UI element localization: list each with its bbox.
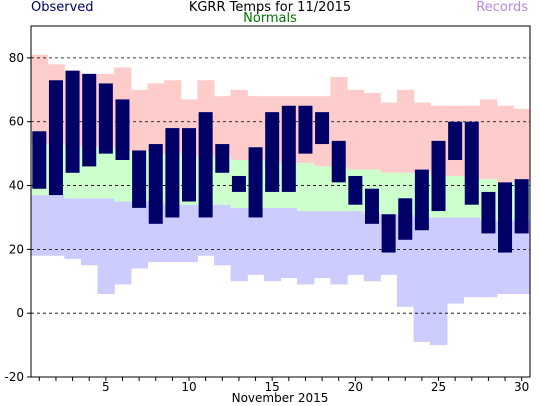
record-low-band — [31, 195, 49, 256]
observed-bar — [165, 128, 180, 218]
observed-bar — [115, 99, 130, 161]
x-tick-label: 5 — [102, 380, 110, 394]
record-high-band — [480, 99, 498, 180]
observed-bar — [48, 80, 63, 196]
record-low-band — [463, 217, 481, 298]
y-tick-label: -20 — [4, 370, 24, 384]
record-low-band — [197, 204, 215, 256]
observed-bar — [148, 144, 163, 224]
record-high-band — [347, 89, 365, 170]
normal-range-band — [446, 175, 465, 218]
y-tick-label: 0 — [16, 306, 24, 320]
record-high-band — [130, 89, 149, 151]
observed-bar — [265, 112, 280, 192]
record-high-band — [396, 89, 415, 173]
observed-bar — [98, 83, 113, 154]
x-axis-label: November 2015 — [232, 391, 329, 405]
legend-observed: Observed — [31, 0, 94, 15]
record-high-band — [230, 89, 248, 161]
observed-bar — [281, 105, 296, 192]
normal-range-band — [114, 150, 132, 202]
observed-bar — [464, 121, 479, 205]
observed-bar — [481, 191, 496, 234]
record-low-band — [180, 204, 198, 263]
y-tick-label: 40 — [9, 179, 24, 193]
x-tick-label: 15 — [265, 380, 280, 394]
observed-bar — [215, 144, 230, 173]
record-low-band — [230, 207, 248, 282]
observed-bar — [315, 112, 330, 145]
y-tick-label: 80 — [9, 51, 24, 65]
observed-bars-layer — [32, 70, 529, 253]
chart-title: KGRR Temps for 11/2015 — [188, 0, 352, 15]
observed-bar — [348, 175, 363, 205]
record-low-band — [446, 217, 465, 304]
observed-bar — [414, 169, 429, 231]
record-low-band — [513, 220, 531, 295]
record-low-band — [413, 217, 431, 342]
normal-range-band — [380, 172, 398, 215]
record-low-band — [280, 207, 298, 279]
observed-bar — [298, 105, 313, 154]
observed-bar — [331, 140, 346, 183]
record-low-band — [114, 201, 132, 285]
observed-bar — [448, 121, 463, 161]
x-tick-label: 10 — [181, 380, 196, 394]
record-high-band — [247, 96, 265, 161]
record-high-band — [496, 105, 514, 183]
legend-normals: Normals — [243, 11, 297, 26]
y-tick-label: 20 — [9, 242, 24, 256]
record-high-band — [147, 83, 165, 154]
record-low-band — [297, 211, 315, 285]
record-low-band — [164, 204, 182, 263]
y-tick-label: 60 — [9, 115, 24, 129]
plot-frame — [30, 25, 531, 378]
observed-bar — [32, 131, 47, 189]
observed-bar — [498, 182, 513, 253]
record-high-band — [363, 93, 381, 170]
observed-bar — [381, 214, 396, 253]
record-low-band — [247, 207, 265, 275]
x-tick-label: 25 — [431, 380, 446, 394]
observed-bar — [82, 73, 97, 167]
x-tick-label: 20 — [348, 380, 363, 394]
observed-bar — [65, 70, 80, 173]
observed-bar — [514, 179, 529, 234]
normal-range-band — [313, 166, 331, 212]
record-low-band — [47, 195, 65, 256]
record-low-band — [430, 217, 448, 346]
record-low-band — [213, 204, 232, 266]
record-high-band — [513, 108, 531, 183]
observed-bar — [198, 112, 213, 218]
record-low-band — [97, 198, 115, 295]
observed-bar — [364, 188, 379, 224]
record-low-band — [480, 220, 498, 298]
record-low-band — [313, 211, 331, 279]
observed-bar — [398, 198, 413, 240]
record-low-band — [263, 207, 282, 282]
gridlines — [31, 57, 530, 314]
record-low-band — [330, 211, 348, 285]
record-low-band — [363, 214, 381, 282]
x-tick-label: 30 — [514, 380, 529, 394]
axes: -20 0 20 40 60 80 5 10 15 20 25 30 — [4, 25, 531, 394]
observed-bar — [132, 150, 147, 208]
record-high-band — [213, 96, 232, 157]
record-high-band — [380, 102, 398, 173]
record-low-band — [347, 211, 365, 275]
record-high-band — [31, 54, 49, 145]
record-high-band — [413, 102, 431, 173]
observed-bar — [231, 175, 246, 192]
observed-bar — [248, 147, 263, 218]
legend-records: Records — [476, 0, 528, 15]
record-low-band — [130, 201, 149, 269]
normal-range-band — [97, 147, 115, 199]
observed-bar — [182, 128, 197, 202]
record-low-band — [80, 198, 99, 266]
observed-bar — [431, 140, 446, 212]
normal-range-band — [297, 163, 315, 212]
record-low-band — [64, 198, 82, 259]
